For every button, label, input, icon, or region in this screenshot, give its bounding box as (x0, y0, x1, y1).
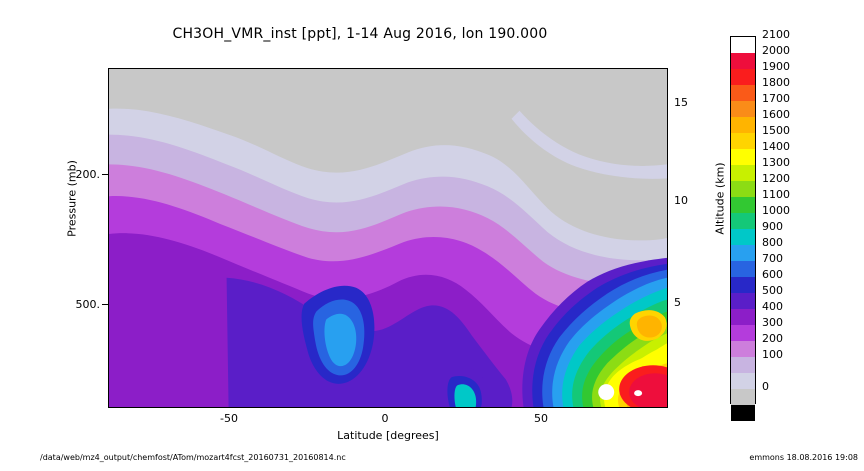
cbar-seg-5 (731, 117, 755, 133)
cbar-seg-22 (731, 389, 755, 405)
cbar-seg-7 (731, 149, 755, 165)
footer-credit: emmons 18.08.2016 19:08 (749, 453, 858, 462)
y-tick-alt-5: 5 (674, 296, 681, 309)
y-axis-label: Pressure (mb) (65, 160, 79, 237)
cbar-seg-6 (731, 133, 755, 149)
cbar-seg-0 (731, 37, 755, 53)
x-tick-0: 0 (381, 412, 389, 425)
cbar-seg-13 (731, 245, 755, 261)
cbar-label-300: 300 (762, 316, 783, 329)
cbar-label-800: 800 (762, 236, 783, 249)
colorbar (730, 36, 756, 421)
y-tickmark-500 (102, 304, 109, 305)
x-tick-minus50: -50 (220, 412, 238, 425)
cbar-seg-8 (731, 165, 755, 181)
contour-canvas (109, 69, 667, 407)
cbar-label-200: 200 (762, 332, 783, 345)
cbar-label-2100: 2100 (762, 28, 790, 41)
cbar-seg-11 (731, 213, 755, 229)
footer-source-path: /data/web/mz4_output/chemfost/ATom/mozar… (40, 453, 346, 462)
cbar-seg-23 (731, 405, 755, 421)
cbar-label-1000: 1000 (762, 204, 790, 217)
cbar-seg-18 (731, 325, 755, 341)
cbar-seg-1 (731, 53, 755, 69)
cbar-label-700: 700 (762, 252, 783, 265)
cbar-label-1800: 1800 (762, 76, 790, 89)
cbar-label-1600: 1600 (762, 108, 790, 121)
cbar-seg-16 (731, 293, 755, 309)
cbar-label-2000: 2000 (762, 44, 790, 57)
cbar-label-0: 0 (762, 380, 769, 393)
y-axis-right-label: Altitude (km) (713, 162, 727, 235)
cbar-label-900: 900 (762, 220, 783, 233)
cbar-seg-19 (731, 341, 755, 357)
cbar-label-100: 100 (762, 348, 783, 361)
cbar-seg-10 (731, 197, 755, 213)
cbar-label-600: 600 (762, 268, 783, 281)
cbar-seg-9 (731, 181, 755, 197)
y-tickmark-200 (102, 174, 109, 175)
cbar-seg-17 (731, 309, 755, 325)
cbar-label-1700: 1700 (762, 92, 790, 105)
cbar-seg-15 (731, 277, 755, 293)
cbar-seg-14 (731, 261, 755, 277)
cbar-seg-4 (731, 101, 755, 117)
cbar-label-1500: 1500 (762, 124, 790, 137)
contour-plot (108, 68, 668, 408)
cbar-label-1900: 1900 (762, 60, 790, 73)
cbar-seg-3 (731, 85, 755, 101)
cbar-label-1100: 1100 (762, 188, 790, 201)
x-tick-50: 50 (534, 412, 548, 425)
cbar-seg-2 (731, 69, 755, 85)
cbar-label-1300: 1300 (762, 156, 790, 169)
cbar-label-400: 400 (762, 300, 783, 313)
page-title: CH3OH_VMR_inst [ppt], 1-14 Aug 2016, lon… (172, 26, 548, 42)
y-tick-alt-15: 15 (674, 96, 688, 109)
cbar-seg-21 (731, 373, 755, 389)
cbar-label-1400: 1400 (762, 140, 790, 153)
y-tick-alt-10: 10 (674, 194, 688, 207)
y-tick-200: 200. (75, 168, 101, 181)
cbar-seg-20 (731, 357, 755, 373)
cbar-label-1200: 1200 (762, 172, 790, 185)
x-axis-label: Latitude [degrees] (337, 429, 439, 442)
y-tick-500: 500. (75, 298, 101, 311)
cbar-label-500: 500 (762, 284, 783, 297)
cbar-seg-12 (731, 229, 755, 245)
